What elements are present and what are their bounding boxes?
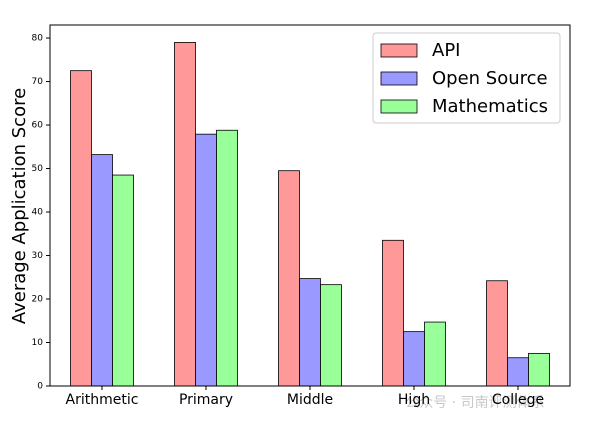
bar xyxy=(91,154,113,387)
plot-frame xyxy=(49,24,571,387)
bar xyxy=(174,41,196,387)
y-tick-label: 20 xyxy=(32,295,44,305)
y-tick-label: 50 xyxy=(32,164,44,174)
watermark: 公众号 · 司南评测体系 xyxy=(405,395,544,411)
y-tick-label: 60 xyxy=(32,121,44,131)
legend-swatch xyxy=(380,99,418,114)
legend-swatch xyxy=(380,71,418,86)
x-tick-label: High xyxy=(398,392,430,408)
y-tick-label: 40 xyxy=(32,208,44,218)
bar xyxy=(320,284,342,387)
bar xyxy=(403,331,425,387)
bar xyxy=(299,278,321,387)
bar xyxy=(528,352,550,387)
bar xyxy=(70,70,92,387)
legend-box xyxy=(372,32,561,124)
bar xyxy=(216,129,238,387)
bar xyxy=(195,133,217,387)
y-axis-label: Average Application Score xyxy=(9,88,30,324)
x-tick-label: Middle xyxy=(287,392,333,408)
bar xyxy=(278,170,300,387)
legend-label: API xyxy=(432,40,460,61)
bar xyxy=(507,357,529,387)
y-tick-label: 30 xyxy=(32,251,44,261)
bar xyxy=(486,280,508,387)
y-tick-label: 70 xyxy=(32,77,44,87)
bar xyxy=(112,174,134,387)
y-tick-label: 0 xyxy=(37,382,43,392)
bar xyxy=(382,239,404,387)
legend-swatch xyxy=(380,43,418,58)
x-tick-label: Arithmetic xyxy=(66,392,139,408)
legend-label: Mathematics xyxy=(432,96,548,117)
bar xyxy=(424,321,446,387)
x-tick-label: Primary xyxy=(179,392,233,408)
y-tick-label: 80 xyxy=(32,34,44,44)
y-tick-label: 10 xyxy=(32,338,44,348)
x-tick-label: College xyxy=(492,392,544,408)
legend-label: Open Source xyxy=(432,68,548,89)
